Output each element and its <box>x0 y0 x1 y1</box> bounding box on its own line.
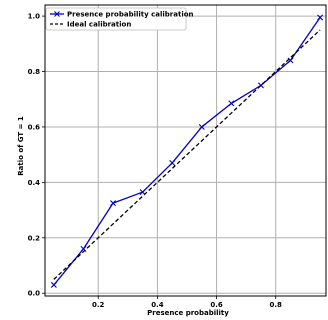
x-tick-label: 0.4 <box>151 301 164 309</box>
legend-marker-calibration <box>54 11 60 17</box>
legend-label-ideal: Ideal calibration <box>67 21 131 29</box>
x-tick-label: 0.2 <box>92 301 105 309</box>
y-tick-label: 0.8 <box>28 68 41 76</box>
data-point <box>198 123 205 130</box>
legend-label-calibration: Presence probability calibration <box>67 11 194 19</box>
ticks: 0.2 0.4 0.6 0.8 0.0 0.2 0.4 0.6 0.8 1.0 <box>28 13 282 309</box>
series-layer <box>50 14 324 288</box>
x-axis-label: Presence probability <box>147 309 229 317</box>
series-line-calibration <box>53 17 321 286</box>
data-point <box>50 281 57 288</box>
series-line-ideal <box>53 29 321 280</box>
data-point <box>228 100 235 107</box>
data-point <box>110 200 117 207</box>
y-tick-label: 0.4 <box>28 179 41 187</box>
x-tick-label: 0.6 <box>210 301 223 309</box>
plot-frame <box>44 4 327 297</box>
legend-box <box>45 7 187 31</box>
data-point <box>169 159 176 166</box>
y-axis-label: Ratio of GT = 1 <box>17 116 25 176</box>
x-tick-label: 0.8 <box>270 301 283 309</box>
y-tick-label: 1.0 <box>28 13 41 21</box>
y-tick-label: 0.6 <box>28 123 41 131</box>
data-point <box>317 14 324 21</box>
y-tick-label: 0.2 <box>28 234 41 242</box>
legend: Presence probability calibration Ideal c… <box>45 7 194 31</box>
y-tick-label: 0.0 <box>28 290 41 298</box>
grid <box>45 5 326 296</box>
